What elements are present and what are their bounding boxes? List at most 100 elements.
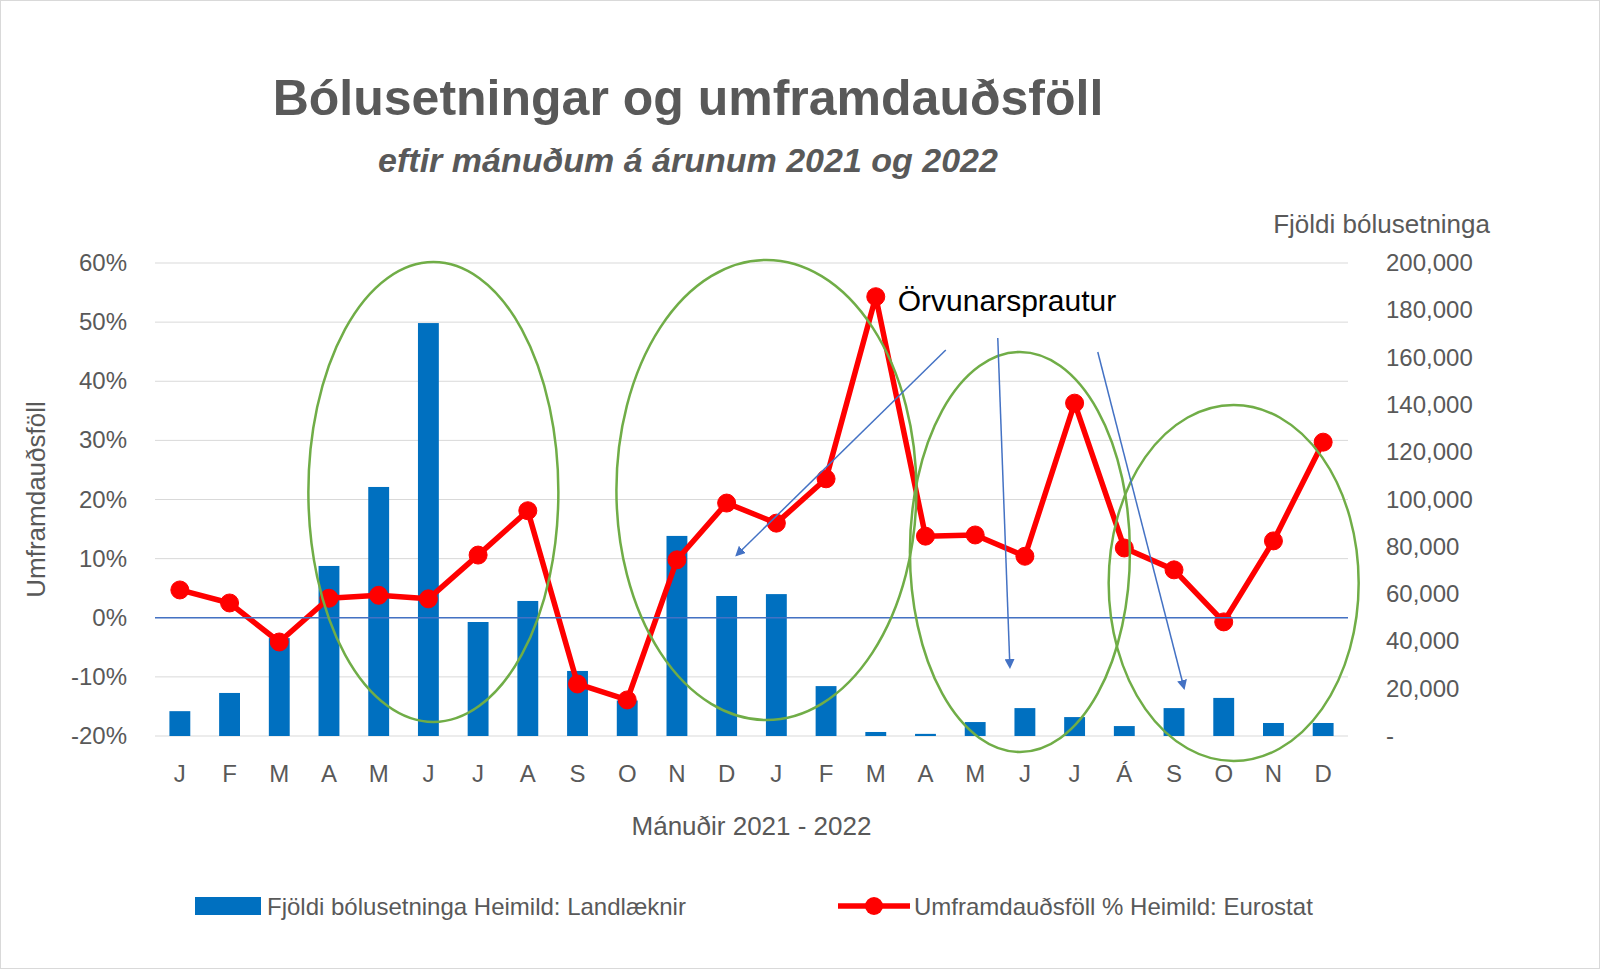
line-marker xyxy=(1165,561,1183,579)
y-tick-label: 0% xyxy=(92,604,127,631)
x-tick-label: J xyxy=(422,760,434,787)
x-tick-label: F xyxy=(819,760,834,787)
y2-tick xyxy=(1348,736,1352,737)
line-marker xyxy=(569,675,587,693)
line-marker xyxy=(1016,547,1034,565)
x-tick-label: D xyxy=(718,760,735,787)
y2-tick-label: - xyxy=(1386,722,1394,749)
y2-tick-label: 160,000 xyxy=(1386,344,1473,371)
grid-line xyxy=(155,617,1348,618)
x-tick-label: A xyxy=(321,760,337,787)
x-tick-label: S xyxy=(1166,760,1182,787)
y2-axis-title: Fjöldi bólusetninga xyxy=(1273,209,1490,239)
grid-line xyxy=(155,440,1348,441)
bar xyxy=(567,671,588,736)
x-tick-label: J xyxy=(1069,760,1081,787)
x-tick-label: O xyxy=(1214,760,1233,787)
y2-tick xyxy=(1348,452,1352,453)
y2-tick-label: 60,000 xyxy=(1386,580,1459,607)
bar xyxy=(666,536,687,736)
y2-tick xyxy=(1348,688,1352,689)
y2-tick-label: 80,000 xyxy=(1386,533,1459,560)
line-marker xyxy=(1066,394,1084,412)
annotation-arrow xyxy=(998,338,1010,667)
y-axis-title: Umframdauðsföll xyxy=(21,401,51,598)
subtitle: eftir mánuðum á árunum 2021 og 2022 xyxy=(378,141,998,179)
y2-tick xyxy=(1348,357,1352,358)
bar xyxy=(1014,708,1035,736)
plot-area xyxy=(169,288,1333,736)
bar xyxy=(915,734,936,736)
x-tick-label: M xyxy=(866,760,886,787)
legend-label: Umframdauðsföll % Heimild: Eurostat xyxy=(914,893,1313,920)
bar xyxy=(418,323,439,736)
line-marker xyxy=(270,633,288,651)
annotation: Örvunarsprautur xyxy=(898,284,1116,317)
x-tick-label: J xyxy=(770,760,782,787)
line-marker xyxy=(221,594,239,612)
line-marker xyxy=(419,590,437,608)
bar xyxy=(269,638,290,736)
y-tick-label: 30% xyxy=(79,426,127,453)
chart: Bólusetningar og umframdauðsföll eftir má… xyxy=(0,0,1600,969)
x-axis-title: Mánuðir 2021 - 2022 xyxy=(632,811,872,841)
x-tick-label: D xyxy=(1314,760,1331,787)
highlight-ellipse xyxy=(1109,405,1359,761)
y2-tick-label: 140,000 xyxy=(1386,391,1473,418)
grid-line xyxy=(155,322,1348,323)
legend-marker xyxy=(865,897,883,915)
grid-line xyxy=(155,499,1348,500)
x-tick-label: A xyxy=(520,760,536,787)
line-marker xyxy=(966,526,984,544)
bar xyxy=(1263,723,1284,736)
y2-tick-label: 100,000 xyxy=(1386,486,1473,513)
x-tick-label: F xyxy=(222,760,237,787)
x-tick-label: M xyxy=(965,760,985,787)
y2-tick-label: 200,000 xyxy=(1386,249,1473,276)
legend: Fjöldi bólusetninga Heimild: Landlæknir U… xyxy=(195,893,1313,920)
x-tick-label: O xyxy=(618,760,637,787)
line xyxy=(180,297,1323,700)
bar xyxy=(1213,698,1234,736)
y2-tick-label: 180,000 xyxy=(1386,296,1473,323)
y-tick-label: 50% xyxy=(79,308,127,335)
x-tick-label: J xyxy=(174,760,186,787)
y-tick-label: 40% xyxy=(79,367,127,394)
line-marker xyxy=(519,502,537,520)
x-tick-label: Á xyxy=(1116,760,1132,787)
y2-tick xyxy=(1348,404,1352,405)
line-marker xyxy=(618,691,636,709)
y2-tick-label: 20,000 xyxy=(1386,675,1459,702)
x-tick-label: A xyxy=(917,760,933,787)
y2-tick-label: 40,000 xyxy=(1386,627,1459,654)
bar xyxy=(766,594,787,736)
line-marker xyxy=(867,288,885,306)
annotation-arrow xyxy=(737,350,946,555)
line-marker xyxy=(370,586,388,604)
annotation-arrow xyxy=(1098,352,1184,688)
y2-tick xyxy=(1348,499,1352,500)
grid-line xyxy=(155,263,1348,264)
highlight-ellipse xyxy=(910,352,1130,752)
legend-label: Fjöldi bólusetninga Heimild: Landlæknir xyxy=(267,893,686,920)
y2-tick-label: 120,000 xyxy=(1386,438,1473,465)
x-tick-label: J xyxy=(472,760,484,787)
bar xyxy=(816,686,837,736)
x-tick-label: N xyxy=(1265,760,1282,787)
line-marker xyxy=(1264,532,1282,550)
y2-tick xyxy=(1348,546,1352,547)
bar xyxy=(1114,726,1135,736)
y-tick-label: 10% xyxy=(79,545,127,572)
x-tick-label: S xyxy=(570,760,586,787)
bar xyxy=(517,601,538,736)
y2-tick xyxy=(1348,310,1352,311)
y-tick-label: -20% xyxy=(71,722,127,749)
y2-tick xyxy=(1348,594,1352,595)
x-tick-label: M xyxy=(369,760,389,787)
grid xyxy=(155,263,1348,736)
highlight-ellipse xyxy=(308,262,558,722)
title: Bólusetningar og umframdauðsföll xyxy=(273,70,1104,126)
y-tick-label: 60% xyxy=(79,249,127,276)
bar xyxy=(865,732,886,736)
x-tick-label: M xyxy=(269,760,289,787)
